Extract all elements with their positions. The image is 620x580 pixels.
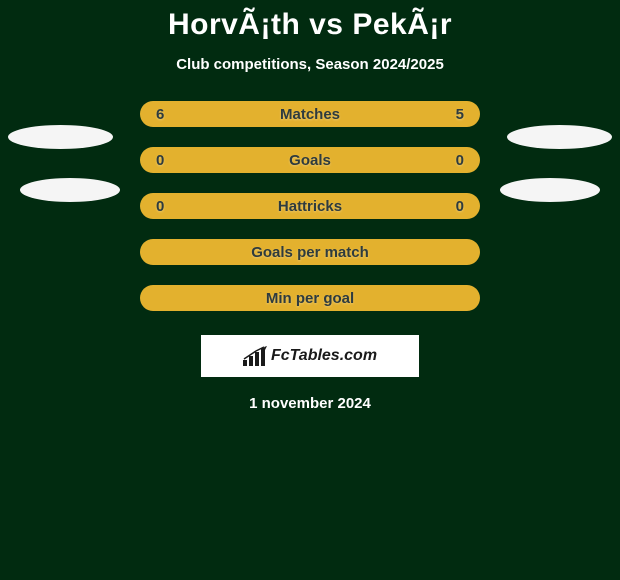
stat-row-goals-per-match: Goals per match: [140, 239, 480, 265]
stat-left-value: 0: [156, 198, 176, 215]
ellipse-right-2: [500, 178, 600, 202]
ellipse-left-2: [20, 178, 120, 202]
stat-label: Matches: [280, 106, 340, 123]
stats-rows: 6 Matches 5 0 Goals 0 0 Hattricks 0 Goal…: [140, 101, 480, 331]
stat-right-value: 0: [444, 198, 464, 215]
comparison-subtitle: Club competitions, Season 2024/2025: [176, 56, 444, 73]
stat-left-value: 0: [156, 152, 176, 169]
stat-right-value: 5: [444, 106, 464, 123]
fctables-logo-box: FcTables.com: [201, 335, 419, 377]
stat-label: Goals: [289, 152, 331, 169]
date-text: 1 november 2024: [249, 395, 371, 412]
stat-row-matches: 6 Matches 5: [140, 101, 480, 127]
stat-label: Min per goal: [266, 290, 354, 307]
stat-left-value: 6: [156, 106, 176, 123]
ellipse-right-1: [507, 125, 612, 149]
fctables-logo-text: FcTables.com: [271, 347, 377, 365]
stat-right-value: 0: [444, 152, 464, 169]
comparison-title: HorvÃ¡th vs PekÃ¡r: [168, 8, 452, 42]
stat-label: Hattricks: [278, 198, 342, 215]
stat-row-hattricks: 0 Hattricks 0: [140, 193, 480, 219]
main-container: HorvÃ¡th vs PekÃ¡r Club competitions, Se…: [0, 0, 620, 412]
chart-icon: [243, 346, 267, 366]
stat-label: Goals per match: [251, 244, 369, 261]
stat-row-goals: 0 Goals 0: [140, 147, 480, 173]
stat-row-min-per-goal: Min per goal: [140, 285, 480, 311]
ellipse-left-1: [8, 125, 113, 149]
